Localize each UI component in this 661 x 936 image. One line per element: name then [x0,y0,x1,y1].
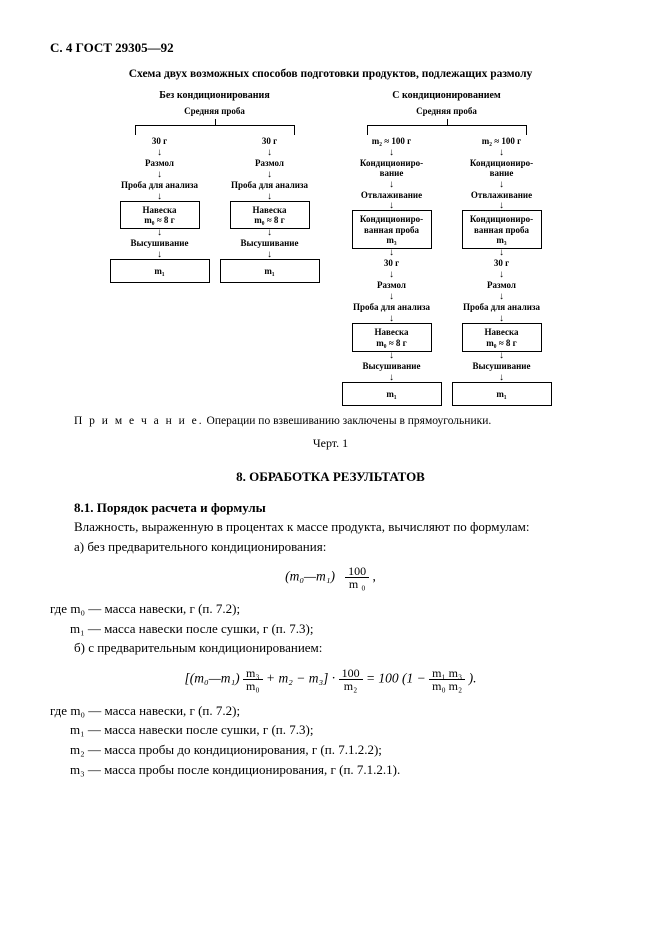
f2-open: [(m₀—m₁) [185,670,240,685]
page-header: С. 4 ГОСТ 29305—92 [50,40,611,56]
note: П р и м е ч а н и е. Операции по взвешив… [50,414,611,430]
left-col-a: 30 г ↓ Размол ↓ Проба для анализа ↓ Наве… [114,135,206,284]
m1-box: m₁ [452,382,552,406]
f2-f2n: 100 [339,667,363,680]
weight-label: 30 г [262,137,277,147]
f2-f3d: m₀ m₂ [429,680,465,692]
scheme-title: Схема двух возможных способов подготовки… [50,68,611,80]
formula1-left: (m₀—m₁) [285,569,335,584]
arrow-icon: ↓ [267,228,272,238]
cond-box: Кондициониро- ванная проба m₃ [352,210,432,249]
f2-close: ). [469,670,477,685]
right-header: С кондиционированием [392,90,500,101]
formula1-den: m ₀ [345,578,369,590]
arrow-icon: ↓ [389,248,394,258]
naveska-box: Навеска m₀ ≈ 8 г [352,323,432,352]
sample-label: Проба для анализа [121,181,198,191]
note-label: П р и м е ч а н и е. [74,415,204,427]
f2-f1n: m₃ [243,667,263,680]
m0-def2: m₀ — масса навески, г (п. 7.2); [70,703,240,718]
arrow-icon: ↓ [389,351,394,361]
m1-box: m₁ [220,259,320,283]
subsection-title: 8.1. Порядок расчета и формулы [50,499,611,517]
m0-def: m₀ — масса навески, г (п. 7.2); [70,601,240,616]
note-text: Операции по взвешиванию заключены в прям… [207,415,492,427]
f2-eq: = 100 (1 − [366,670,429,685]
avg-sample-left: Средняя проба [184,107,245,117]
sample-label: Проба для анализа [231,181,308,191]
formula-2: [(m₀—m₁) m₃ m₀ + m₂ − m₃] · 100 m₂ = 100… [50,667,611,692]
drying-label: Высушивание [473,362,531,372]
where2-m3: m₃ — масса пробы после кондиционирования… [50,761,611,779]
conditioning-label: Кондициониро- вание [470,159,533,179]
arrow-icon: ↓ [389,180,394,190]
para-intro: Влажность, выраженную в процентах к масс… [50,518,611,536]
drying-label: Высушивание [241,239,299,249]
g30-label: 30 г [494,259,509,269]
grind-label: Размол [145,159,174,169]
formula-1: (m₀—m₁) 100 m ₀ , [50,565,611,590]
arrow-icon: ↓ [157,170,162,180]
arrow-icon: ↓ [499,270,504,280]
naveska-box: Навеска m₀ ≈ 8 г [230,201,310,230]
right-col-a: m₂ ≈ 100 г ↓ Кондициониро- вание ↓ Отвла… [346,135,438,406]
weight-label: m₂ ≈ 100 г [482,137,521,147]
f2-f1d: m₀ [243,680,263,692]
left-header: Без кондиционирования [159,90,269,101]
grind-label: Размол [487,281,516,291]
g30-label: 30 г [384,259,399,269]
para-case-b: б) с предварительным кондиционированием: [50,639,611,657]
conditioning-label: Кондициониро- вание [360,159,423,179]
arrow-icon: ↓ [499,148,504,158]
sample-label: Проба для анализа [463,303,540,313]
where-label2: где [50,703,67,718]
cond-box: Кондициониро- ванная проба m₃ [462,210,542,249]
where-m0: где m₀ — масса навески, г (п. 7.2); [50,600,611,618]
m1-box: m₁ [342,382,442,406]
section-title: 8. ОБРАБОТКА РЕЗУЛЬТАТОВ [50,469,611,485]
left-branch: Без кондиционирования Средняя проба 30 г… [114,90,316,406]
flowchart: Без кондиционирования Средняя проба 30 г… [50,90,611,406]
where2-m2: m₂ — масса пробы до кондиционирования, г… [50,741,611,759]
naveska-box: Навеска m₀ ≈ 8 г [120,201,200,230]
f2-f2d: m₂ [339,680,363,692]
arrow-icon: ↓ [267,148,272,158]
f2-mid: + m₂ − m₃] · [266,670,335,685]
grind-label: Размол [377,281,406,291]
left-col-b: 30 г ↓ Размол ↓ Проба для анализа ↓ Наве… [224,135,316,284]
arrow-icon: ↓ [499,248,504,258]
where-m1: m₁ — масса навески после сушки, г (п. 7.… [50,620,611,638]
where-label: где [50,601,67,616]
right-col-b: m₂ ≈ 100 г ↓ Кондициониро- вание ↓ Отвла… [456,135,548,406]
drying-label: Высушивание [131,239,189,249]
weight-label: 30 г [152,137,167,147]
naveska-box: Навеска m₀ ≈ 8 г [462,323,542,352]
f2-f3n: m₁ m₃ [429,667,465,680]
sample-label: Проба для анализа [353,303,430,313]
arrow-icon: ↓ [389,292,394,302]
arrow-icon: ↓ [157,148,162,158]
arrow-icon: ↓ [389,270,394,280]
arrow-icon: ↓ [389,148,394,158]
humidify-label: Отвлаживание [361,191,422,201]
para-case-a: а) без предварительного кондиционировани… [50,538,611,556]
figure-label: Черт. 1 [50,436,611,451]
humidify-label: Отвлаживание [471,191,532,201]
arrow-icon: ↓ [499,351,504,361]
avg-sample-right: Средняя проба [416,107,477,117]
right-branch: С кондиционированием Средняя проба m₂ ≈ … [346,90,548,406]
grind-label: Размол [255,159,284,169]
where2-m0: где m₀ — масса навески, г (п. 7.2); [50,702,611,720]
arrow-icon: ↓ [499,180,504,190]
drying-label: Высушивание [363,362,421,372]
arrow-icon: ↓ [499,292,504,302]
m1-box: m₁ [110,259,210,283]
weight-label: m₂ ≈ 100 г [372,137,411,147]
arrow-icon: ↓ [267,170,272,180]
arrow-icon: ↓ [157,228,162,238]
where2-m1: m₁ — масса навески после сушки, г (п. 7.… [50,721,611,739]
